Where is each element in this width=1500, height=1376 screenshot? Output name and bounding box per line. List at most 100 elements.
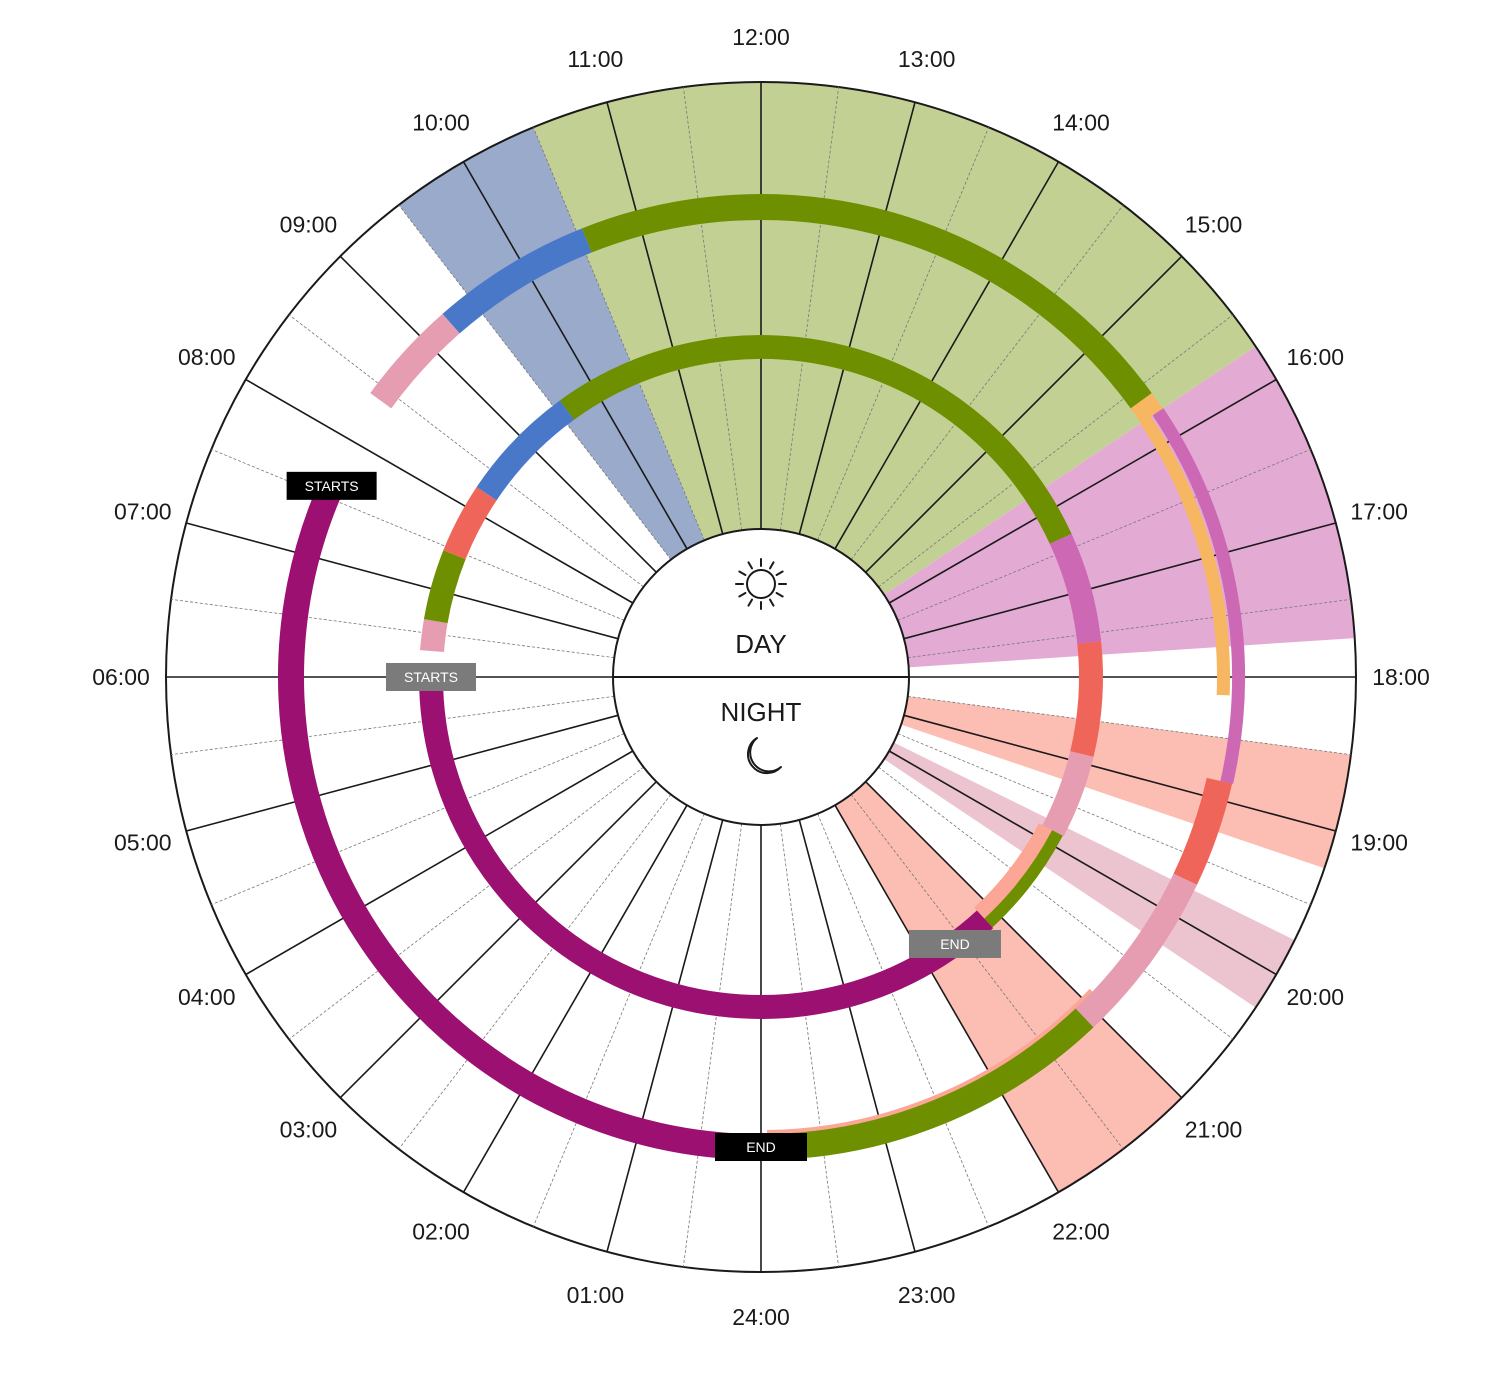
- night-label: NIGHT: [721, 697, 802, 727]
- moon-icon: [747, 737, 782, 775]
- hour-spoke: [462, 804, 688, 1193]
- half-hour-spoke: [398, 794, 672, 1150]
- outer-ring-orange-arc: [1130, 393, 1163, 424]
- hour-spoke: [888, 378, 1277, 604]
- hour-spoke: [865, 781, 1183, 1099]
- half-hour-spoke: [211, 733, 625, 906]
- sun-icon: [735, 558, 787, 610]
- hour-spoke: [865, 255, 1183, 573]
- outer-ring-magenta-arc: [278, 480, 762, 1160]
- inner-ring-coral-arc: [1070, 641, 1103, 757]
- day-label: DAY: [735, 629, 787, 659]
- half-hour-spoke: [171, 695, 615, 756]
- half-hour-spoke: [682, 823, 743, 1267]
- hour-label: 12:00: [732, 24, 790, 50]
- activity-rings: [278, 194, 1246, 1160]
- tag-label: STARTS: [305, 478, 359, 494]
- outer-ring-green-arc: [582, 194, 1152, 409]
- hour-label: 20:00: [1286, 984, 1344, 1010]
- half-hour-spoke: [779, 87, 840, 531]
- hour-spoke: [186, 522, 619, 640]
- end-tag: END: [715, 1133, 807, 1161]
- hour-spoke: [339, 255, 657, 573]
- outer-ring-orange-arc: [1140, 416, 1230, 696]
- hour-spoke: [903, 714, 1336, 832]
- half-hour-spoke: [907, 598, 1351, 659]
- outer-ring-coral-arc: [1173, 777, 1233, 885]
- hour-label: 16:00: [1286, 344, 1344, 370]
- hour-label: 01:00: [567, 1282, 625, 1308]
- hour-spoke: [903, 522, 1336, 640]
- start-end-tags: STARTS END STARTS END: [286, 471, 1001, 1161]
- hour-label: 05:00: [114, 830, 172, 856]
- inner-ring-salmon-arc: [974, 823, 1059, 924]
- hour-spoke: [606, 102, 724, 535]
- hour-label: 11:00: [567, 46, 623, 72]
- hour-spoke: [798, 102, 916, 535]
- half-hour-spoke: [850, 794, 1124, 1150]
- hour-grid: [165, 81, 1357, 1273]
- half-hour-spoke: [897, 733, 1311, 906]
- outer-ring-pink-arc: [1075, 873, 1197, 1028]
- end-tag: END: [908, 929, 1001, 958]
- outer-ring-pink-arc: [370, 313, 460, 409]
- hour-label: 10:00: [412, 110, 470, 136]
- hour-spoke: [245, 378, 634, 604]
- tag-box: [386, 663, 476, 691]
- inner-ring-magenta-arc: [419, 676, 994, 1019]
- half-hour-spoke: [171, 598, 615, 659]
- hour-label: 23:00: [898, 1282, 956, 1308]
- hour-label: 08:00: [178, 344, 236, 370]
- outer-ring-blue-arc: [442, 228, 592, 334]
- hour-spoke: [186, 714, 619, 832]
- hour-label: 04:00: [178, 984, 236, 1010]
- inner-ring-coral-arc: [443, 486, 497, 560]
- hour-label: 07:00: [114, 498, 172, 524]
- half-hour-spoke: [532, 127, 705, 541]
- outer-ring-orchid-arc: [1152, 408, 1246, 784]
- half-hour-spoke: [850, 204, 1124, 560]
- inner-ring-pink-arc: [420, 619, 448, 653]
- half-hour-spoke: [682, 87, 743, 531]
- starts-tag: STARTS: [386, 663, 476, 691]
- tag-label: END: [746, 1139, 776, 1155]
- hour-label: 17:00: [1350, 498, 1408, 524]
- half-hour-spoke: [817, 127, 990, 541]
- hour-label: 03:00: [280, 1117, 338, 1143]
- hour-label: 13:00: [898, 46, 956, 72]
- half-hour-spoke: [878, 314, 1234, 588]
- hour-label: 09:00: [280, 211, 338, 237]
- half-hour-spoke: [907, 695, 1351, 756]
- hour-spoke: [462, 161, 688, 550]
- center-disc: DAY NIGHT: [612, 528, 910, 826]
- half-hour-spoke: [288, 314, 644, 588]
- hour-spoke: [606, 819, 724, 1252]
- hour-spoke: [798, 819, 916, 1252]
- hour-spoke: [834, 161, 1060, 550]
- inner-ring-pink-arc: [1042, 751, 1094, 837]
- tag-label: STARTS: [404, 669, 458, 685]
- inner-ring-orchid-arc: [1049, 533, 1102, 644]
- hour-spoke: [245, 750, 634, 976]
- hour-label: 02:00: [412, 1218, 470, 1244]
- hour-spoke: [888, 750, 1277, 976]
- starts-tag: STARTS: [286, 471, 377, 500]
- hour-label: 19:00: [1350, 830, 1408, 856]
- inner-ring-green-arc: [423, 550, 466, 624]
- tag-box: [908, 929, 1001, 958]
- half-hour-spoke: [211, 448, 625, 621]
- hour-label: 24:00: [732, 1304, 790, 1330]
- half-hour-spoke: [897, 448, 1311, 621]
- hour-label: 15:00: [1185, 211, 1243, 237]
- tag-box: [715, 1133, 807, 1161]
- half-hour-spoke: [532, 813, 705, 1227]
- hour-label: 21:00: [1185, 1117, 1243, 1143]
- hour-labels: 24:00 01:00 02:00 03:00 04:00 05:00 06:00 07:00…: [92, 24, 1430, 1330]
- half-hour-spoke: [878, 766, 1234, 1040]
- outer-ring-green-arc: [766, 1008, 1094, 1160]
- hour-spoke: [339, 781, 657, 1099]
- hour-spoke: [834, 804, 1060, 1193]
- half-hour-spoke: [398, 204, 672, 560]
- half-hour-spoke: [779, 823, 840, 1267]
